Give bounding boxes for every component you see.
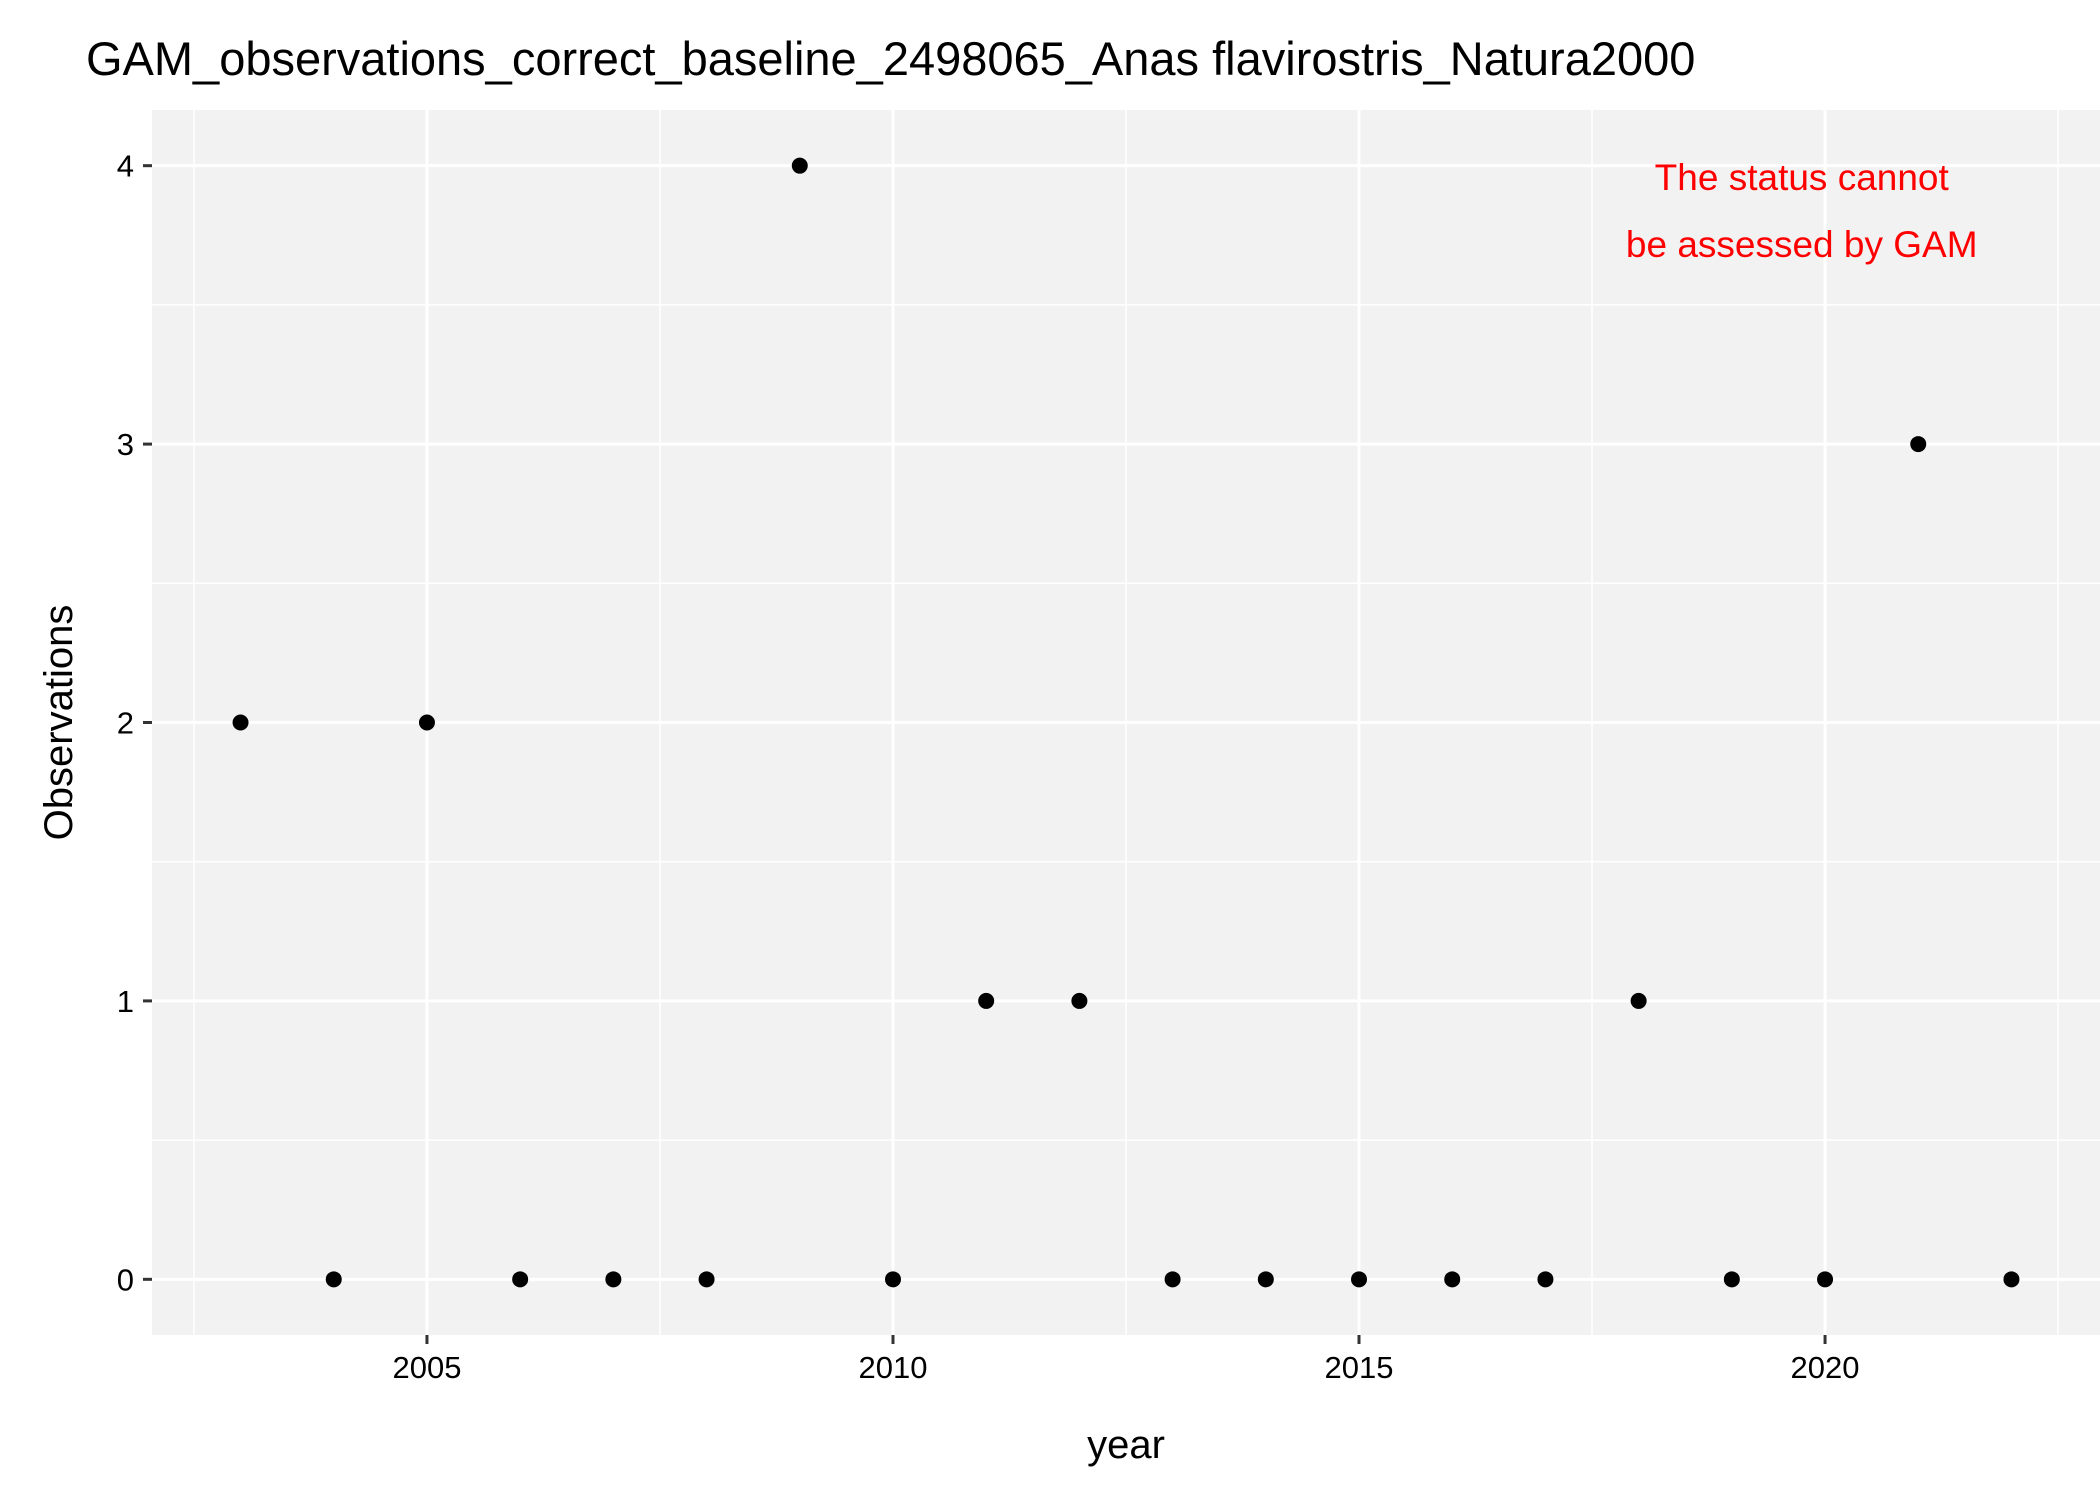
x-tick-label: 2010: [859, 1350, 928, 1385]
data-point: [1071, 992, 1088, 1009]
y-tick-label: 2: [117, 706, 134, 741]
status-annotation: The status cannot be assessed by GAM: [1626, 157, 1978, 265]
data-point: [512, 1271, 529, 1288]
annotation-line-2: be assessed by GAM: [1626, 224, 1978, 265]
y-tick-label: 1: [117, 984, 134, 1019]
data-point: [698, 1271, 715, 1288]
data-point: [605, 1271, 622, 1288]
data-point: [1817, 1271, 1834, 1288]
y-axis-title: Observations: [37, 605, 81, 841]
data-point: [1164, 1271, 1181, 1288]
data-point: [2003, 1271, 2020, 1288]
data-point: [884, 1271, 901, 1288]
y-axis: 0 1 2 3 4: [117, 149, 152, 1297]
data-point: [1257, 1271, 1274, 1288]
data-point: [1537, 1271, 1554, 1288]
x-tick-label: 2005: [392, 1350, 461, 1385]
data-point: [978, 992, 995, 1009]
data-point: [1630, 992, 1647, 1009]
data-point: [1910, 436, 1927, 453]
annotation-line-1: The status cannot: [1655, 157, 1950, 198]
data-point: [232, 714, 249, 731]
grid-major: [152, 110, 2100, 1335]
x-tick-label: 2015: [1325, 1350, 1394, 1385]
x-axis: 2005 2010 2015 2020: [392, 1335, 1860, 1385]
grid-minor: [152, 110, 2100, 1335]
data-point: [1444, 1271, 1461, 1288]
data-point: [791, 157, 808, 174]
data-points: [232, 157, 2020, 1288]
data-point: [1351, 1271, 1368, 1288]
x-tick-label: 2020: [1791, 1350, 1860, 1385]
data-point: [325, 1271, 342, 1288]
y-tick-label: 3: [117, 427, 134, 462]
data-point: [418, 714, 435, 731]
x-axis-title: year: [1087, 1423, 1165, 1467]
chart-title: GAM_observations_correct_baseline_249806…: [86, 32, 1695, 85]
data-point: [1723, 1271, 1740, 1288]
y-tick-label: 0: [117, 1262, 134, 1297]
y-tick-label: 4: [117, 149, 134, 184]
